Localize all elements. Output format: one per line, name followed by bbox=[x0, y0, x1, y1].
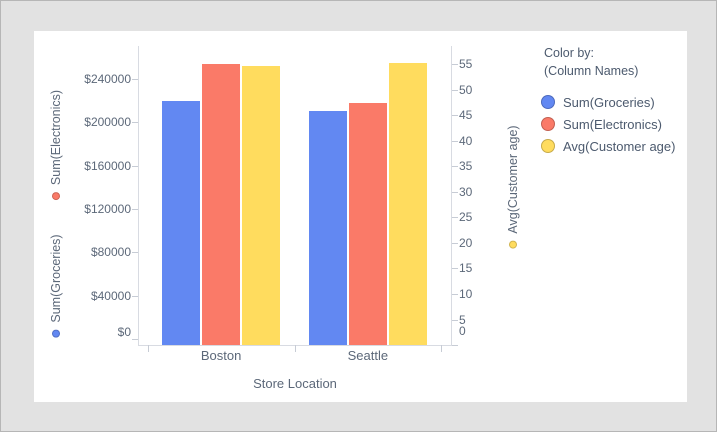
left-axis-line bbox=[138, 46, 139, 346]
right-axis-tick-label: 40 bbox=[459, 133, 473, 148]
legend-items: Sum(Groceries) Sum(Electronics) Avg(Custom… bbox=[541, 91, 683, 157]
y-axis-selector-sum-electronics[interactable]: Sum(Electronics) bbox=[49, 89, 63, 201]
right-axis-tick-mark bbox=[452, 268, 458, 270]
right-axis-tick-label: 15 bbox=[459, 261, 473, 276]
left-axis-tick-label: $80000 bbox=[90, 245, 131, 260]
bar-seattle-sum-groceries[interactable] bbox=[308, 111, 347, 345]
left-axis-tick-label: $200000 bbox=[84, 115, 131, 130]
left-axis-tick-label: $240000 bbox=[84, 72, 131, 86]
x-tick-label-boston: Boston bbox=[200, 348, 242, 363]
right-axis-tick-label: 50 bbox=[459, 82, 473, 97]
right-axis-tick-mark bbox=[452, 140, 458, 142]
bar-seattle-sum-electronics[interactable] bbox=[348, 103, 387, 345]
left-axis-tick-mark bbox=[132, 209, 138, 210]
bar-chart-visualization: $240000 $200000 $160000 $120000 $80000 $40000… bbox=[34, 31, 687, 402]
right-axis-tick-mark bbox=[452, 217, 458, 219]
left-axis-tick-label: $0 bbox=[117, 325, 131, 339]
right-axis-tick-label: 10 bbox=[459, 287, 473, 301]
legend-color-icon bbox=[541, 95, 555, 109]
right-y-axis-selector-label: Avg(Customer age) bbox=[506, 125, 520, 234]
series-dot-icon bbox=[509, 240, 517, 249]
right-axis-tick-mark bbox=[452, 294, 458, 295]
legend-subheader: (Column Names) bbox=[544, 64, 639, 78]
series-dot-icon bbox=[52, 329, 60, 338]
right-axis-tick-mark bbox=[452, 89, 458, 91]
right-axis-tick-label: 25 bbox=[459, 210, 473, 225]
legend-item-avg-customer-age[interactable]: Avg(Customer age) bbox=[541, 135, 683, 157]
bar-seattle-avg-customer-age[interactable] bbox=[388, 63, 427, 345]
legend-item-sum-groceries[interactable]: Sum(Groceries) bbox=[541, 91, 683, 113]
right-axis-tick-label: 45 bbox=[459, 108, 473, 123]
right-axis-tick-mark bbox=[452, 345, 458, 346]
left-axis-tick-label: $160000 bbox=[84, 158, 131, 173]
y-axis-selector-sum-groceries[interactable]: Sum(Groceries) bbox=[49, 234, 63, 338]
left-axis-tick-mark bbox=[132, 79, 138, 80]
right-axis-tick-mark bbox=[452, 191, 458, 193]
right-axis-line bbox=[451, 46, 452, 346]
legend-header: Color by: bbox=[544, 46, 595, 60]
bar-boston-sum-electronics[interactable] bbox=[202, 63, 241, 345]
x-axis-tick-mark bbox=[441, 345, 443, 352]
left-axis-tick-mark bbox=[132, 165, 138, 167]
legend-color-icon bbox=[541, 117, 555, 131]
legend-item-label: Sum(Electronics) bbox=[563, 116, 662, 132]
right-axis-tick-label: 35 bbox=[459, 159, 473, 174]
y-axis-selector-label: Sum(Electronics) bbox=[49, 89, 63, 186]
right-axis-tick-mark bbox=[452, 319, 458, 321]
x-axis-tick-mark bbox=[294, 345, 296, 352]
left-axis-tick-label: $120000 bbox=[84, 202, 131, 216]
right-axis-tick-mark bbox=[452, 64, 458, 66]
right-y-axis-selector-avg-customer-age[interactable]: Avg(Customer age) bbox=[506, 125, 520, 249]
right-axis-tick-label: 0 bbox=[459, 324, 466, 338]
right-axis-tick-label: 5 bbox=[459, 312, 466, 327]
right-axis-tick-mark bbox=[452, 166, 458, 168]
left-axis-tick-mark bbox=[132, 252, 138, 254]
right-axis-tick-label: 30 bbox=[459, 184, 473, 199]
bar-boston-avg-customer-age[interactable] bbox=[242, 65, 281, 345]
left-axis-tick-label: $40000 bbox=[90, 288, 131, 303]
legend-color-icon bbox=[541, 139, 555, 153]
legend-item-label: Sum(Groceries) bbox=[563, 94, 655, 110]
right-axis-tick-label: 55 bbox=[459, 57, 473, 72]
right-axis-tick-label: 20 bbox=[459, 235, 473, 250]
left-axis-tick-mark bbox=[132, 295, 138, 297]
legend: Color by: (Column Names) Sum(Groceries) S… bbox=[541, 45, 683, 157]
left-axis-tick-mark bbox=[132, 339, 138, 340]
x-tick-label-seattle: Seattle bbox=[347, 348, 389, 363]
x-axis-tick-mark bbox=[147, 345, 149, 352]
y-axis-selector-label: Sum(Groceries) bbox=[49, 234, 63, 323]
right-axis-tick-mark bbox=[452, 115, 458, 117]
legend-item-sum-electronics[interactable]: Sum(Electronics) bbox=[541, 113, 683, 135]
bar-boston-sum-groceries[interactable] bbox=[162, 101, 201, 345]
right-axis-tick-mark bbox=[452, 242, 458, 244]
left-axis-tick-mark bbox=[132, 122, 138, 124]
legend-item-label: Avg(Customer age) bbox=[563, 138, 676, 154]
x-axis-selector[interactable]: Store Location bbox=[253, 376, 337, 391]
series-dot-icon bbox=[52, 192, 60, 201]
